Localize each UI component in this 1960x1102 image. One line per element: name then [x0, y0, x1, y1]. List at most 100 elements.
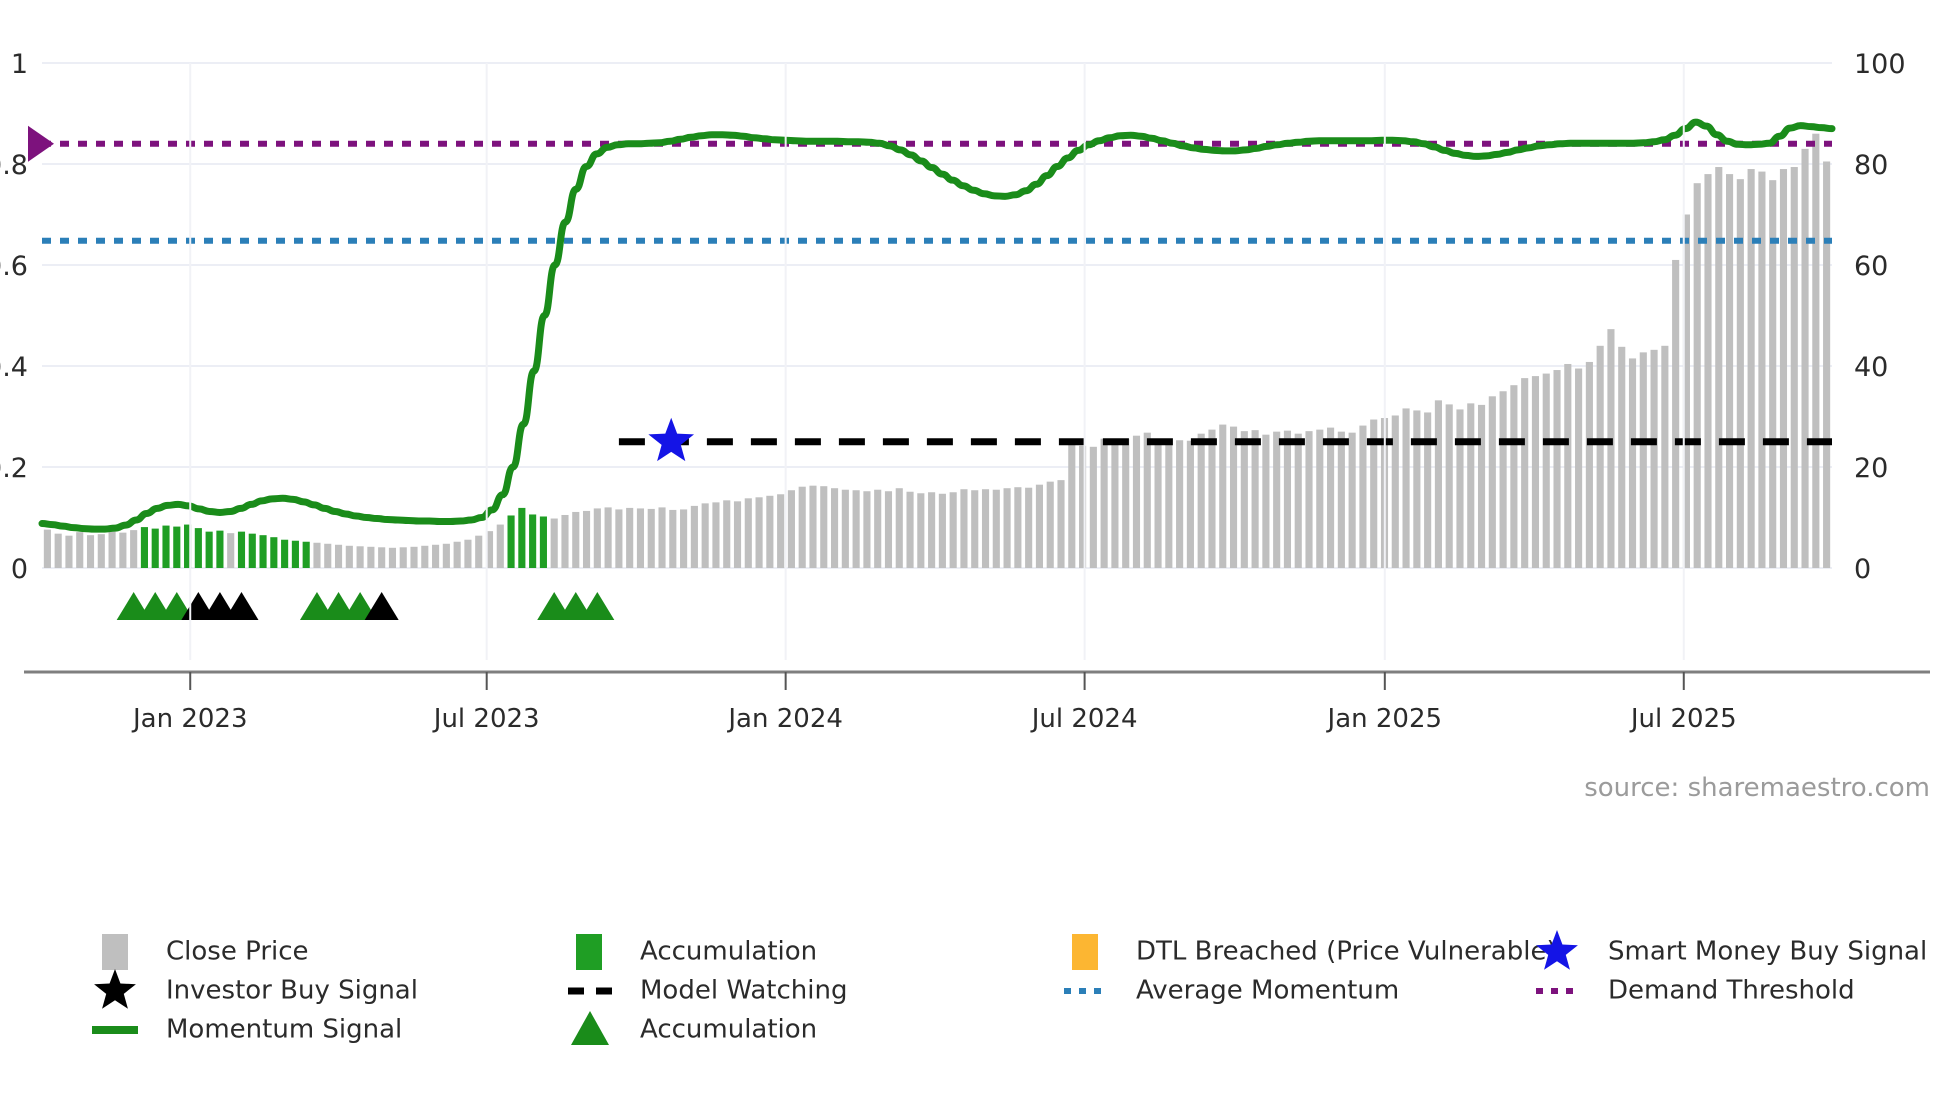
- close-price-bar: [1801, 148, 1809, 568]
- close-price-bar: [561, 514, 569, 568]
- close-price-bar: [1391, 415, 1399, 568]
- legend-item-momentum-signal[interactable]: Momentum Signal: [92, 1015, 402, 1045]
- close-price-bar: [108, 531, 116, 568]
- close-price-bar: [1747, 169, 1755, 569]
- close-price-bar: [550, 518, 558, 568]
- accumulation-triangle-markers: [116, 592, 615, 620]
- close-price-bar: [1704, 174, 1712, 568]
- close-price-bar: [1014, 487, 1022, 568]
- legend-swatch-icon: [1072, 934, 1098, 970]
- close-price-bar: [960, 489, 968, 568]
- left-axis-tick: 1: [11, 49, 28, 80]
- close-price-bar: [54, 533, 62, 568]
- accumulation-triangle-marker: [202, 592, 237, 620]
- close-price-bar: [1628, 358, 1637, 568]
- close-price-bar: [1348, 432, 1356, 568]
- close-price-bar: [690, 505, 698, 568]
- close-price-bar: [1736, 179, 1744, 568]
- close-price-bar: [669, 509, 677, 568]
- accumulation-bar: [140, 527, 148, 568]
- close-price-bar: [1682, 214, 1690, 568]
- close-price-bar: [1510, 385, 1518, 568]
- close-price-bar: [1812, 133, 1820, 568]
- close-price-bar: [1219, 424, 1227, 568]
- legend-item-accumulation-marker[interactable]: Accumulation: [571, 1011, 817, 1045]
- right-axis-tick: 60: [1854, 251, 1888, 282]
- close-price-bar: [992, 489, 1000, 568]
- close-price-bar: [399, 547, 407, 568]
- accumulation-bar: [507, 515, 515, 568]
- close-price-bar: [1143, 432, 1151, 568]
- right-axis-tick: 0: [1854, 554, 1871, 585]
- legend-item-dtl-breached[interactable]: DTL Breached (Price Vulnerable): [1072, 934, 1557, 970]
- legend-item-demand-threshold[interactable]: Demand Threshold: [1536, 976, 1855, 1006]
- close-price-bar: [1488, 396, 1496, 568]
- left-axis-tick: 0.4: [0, 352, 28, 383]
- close-price-bar: [938, 493, 946, 568]
- legend-item-accumulation-bar[interactable]: Accumulation: [576, 934, 817, 970]
- close-price-bar: [1564, 363, 1572, 568]
- close-price-bar: [1521, 378, 1529, 568]
- accumulation-triangle-marker: [580, 592, 615, 620]
- legend-label: Close Price: [166, 937, 309, 967]
- close-price-bar: [1477, 404, 1486, 568]
- close-price-bar: [130, 530, 138, 568]
- close-price-bar: [356, 546, 364, 568]
- accumulation-bar: [259, 535, 267, 568]
- close-price-bar: [917, 493, 925, 568]
- legend-item-smart-money-buy-signal[interactable]: Smart Money Buy Signal: [1536, 930, 1927, 970]
- accumulation-bar: [184, 524, 192, 568]
- left-axis-tick-labels: 0 0.2 0.4 0.6 0.8 1: [0, 49, 28, 585]
- legend-item-close-price[interactable]: Close Price: [102, 934, 309, 970]
- legend-item-investor-buy-signal[interactable]: Investor Buy Signal: [94, 969, 418, 1009]
- legend-item-model-watching[interactable]: Model Watching: [568, 976, 847, 1006]
- close-price-bar: [733, 501, 742, 568]
- close-price-bar: [1618, 346, 1626, 568]
- close-price-bar: [1262, 434, 1270, 568]
- close-price-bar: [97, 534, 105, 568]
- close-price-bar: [1197, 433, 1205, 568]
- close-price-bar: [971, 490, 979, 568]
- close-price-bar: [388, 547, 397, 568]
- source-attribution: source: sharemaestro.com: [1584, 773, 1930, 803]
- close-price-bar: [43, 529, 51, 568]
- close-price-bar: [1283, 430, 1292, 568]
- close-price-bar: [884, 491, 893, 568]
- close-price-bar: [755, 497, 763, 568]
- demand-threshold-marker: [28, 125, 54, 162]
- close-price-bar: [1240, 431, 1248, 568]
- smart-money-buy-signal-marker: [648, 417, 695, 462]
- left-axis-tick: 0.6: [0, 251, 28, 282]
- close-price-bar: [647, 508, 655, 568]
- close-price-bar: [1327, 427, 1335, 568]
- legend-triangle-icon: [571, 1011, 609, 1045]
- x-axis-tick: Jul 2025: [1629, 704, 1737, 734]
- close-price-bar: [1089, 446, 1097, 568]
- right-axis-tick: 20: [1854, 453, 1888, 484]
- close-price-bar: [1413, 410, 1421, 568]
- legend-star-icon: [94, 969, 136, 1009]
- close-price-bar: [658, 507, 666, 568]
- legend-item-average-momentum[interactable]: Average Momentum: [1064, 976, 1399, 1006]
- close-price-bar: [313, 542, 321, 568]
- close-price-bar: [1003, 488, 1011, 568]
- accumulation-bar: [194, 528, 202, 568]
- close-price-bar: [572, 511, 580, 568]
- close-price-bar: [1726, 174, 1734, 568]
- close-price-bar: [626, 507, 634, 568]
- left-axis-tick: 0.2: [0, 453, 28, 484]
- close-price-bar: [1294, 433, 1302, 568]
- x-axis-tick: Jan 2023: [131, 704, 248, 734]
- legend-label: Average Momentum: [1136, 976, 1399, 1006]
- close-price-bar: [1639, 352, 1647, 568]
- close-price-bar: [863, 491, 871, 568]
- close-price-bar: [604, 507, 612, 568]
- close-price-bar: [1251, 430, 1259, 568]
- close-price-bar: [981, 489, 990, 568]
- close-price-bar: [1122, 438, 1130, 568]
- close-price-bar: [820, 486, 828, 568]
- close-price-bar: [345, 545, 353, 568]
- close-price-bar: [1650, 349, 1658, 568]
